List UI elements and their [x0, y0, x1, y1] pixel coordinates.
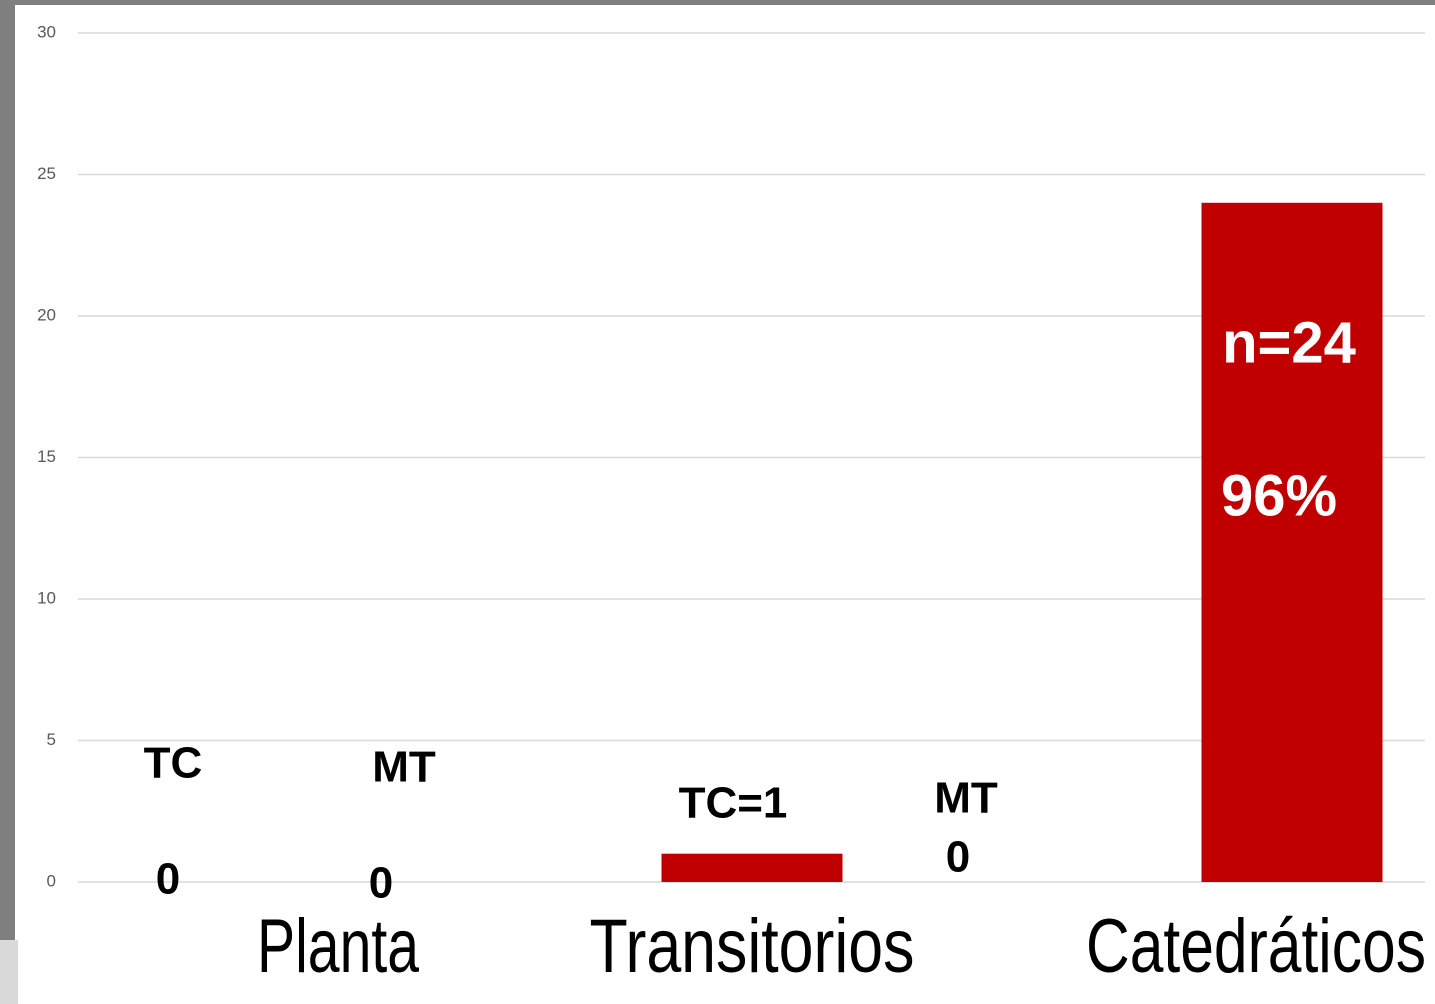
x-tick-label: Transitorios	[590, 904, 915, 989]
annotation: 0	[156, 855, 180, 904]
annotation: MT	[934, 774, 998, 823]
frame-left	[0, 0, 15, 940]
annotation: TC	[144, 739, 203, 788]
y-tick-label: 15	[37, 447, 56, 466]
x-tick-label: Planta	[257, 904, 420, 989]
y-tick-label: 0	[47, 871, 56, 890]
y-tick-label: 5	[47, 730, 56, 749]
annotation: TC=1	[679, 779, 788, 828]
x-tick-label: Catedráticos	[1086, 904, 1426, 989]
bar	[661, 853, 843, 882]
y-tick-label: 30	[37, 22, 56, 41]
y-tick-label: 25	[37, 164, 56, 183]
annotation: n=24	[1222, 310, 1356, 375]
frame-left-bottom	[0, 940, 18, 1004]
annotation: 96%	[1221, 463, 1337, 528]
annotation: 0	[369, 859, 393, 908]
y-tick-label: 10	[37, 588, 56, 607]
annotation: 0	[946, 833, 970, 882]
y-tick-label: 20	[37, 305, 56, 324]
bar	[1201, 202, 1383, 883]
frame-top	[0, 0, 1435, 5]
annotation: MT	[372, 743, 436, 792]
